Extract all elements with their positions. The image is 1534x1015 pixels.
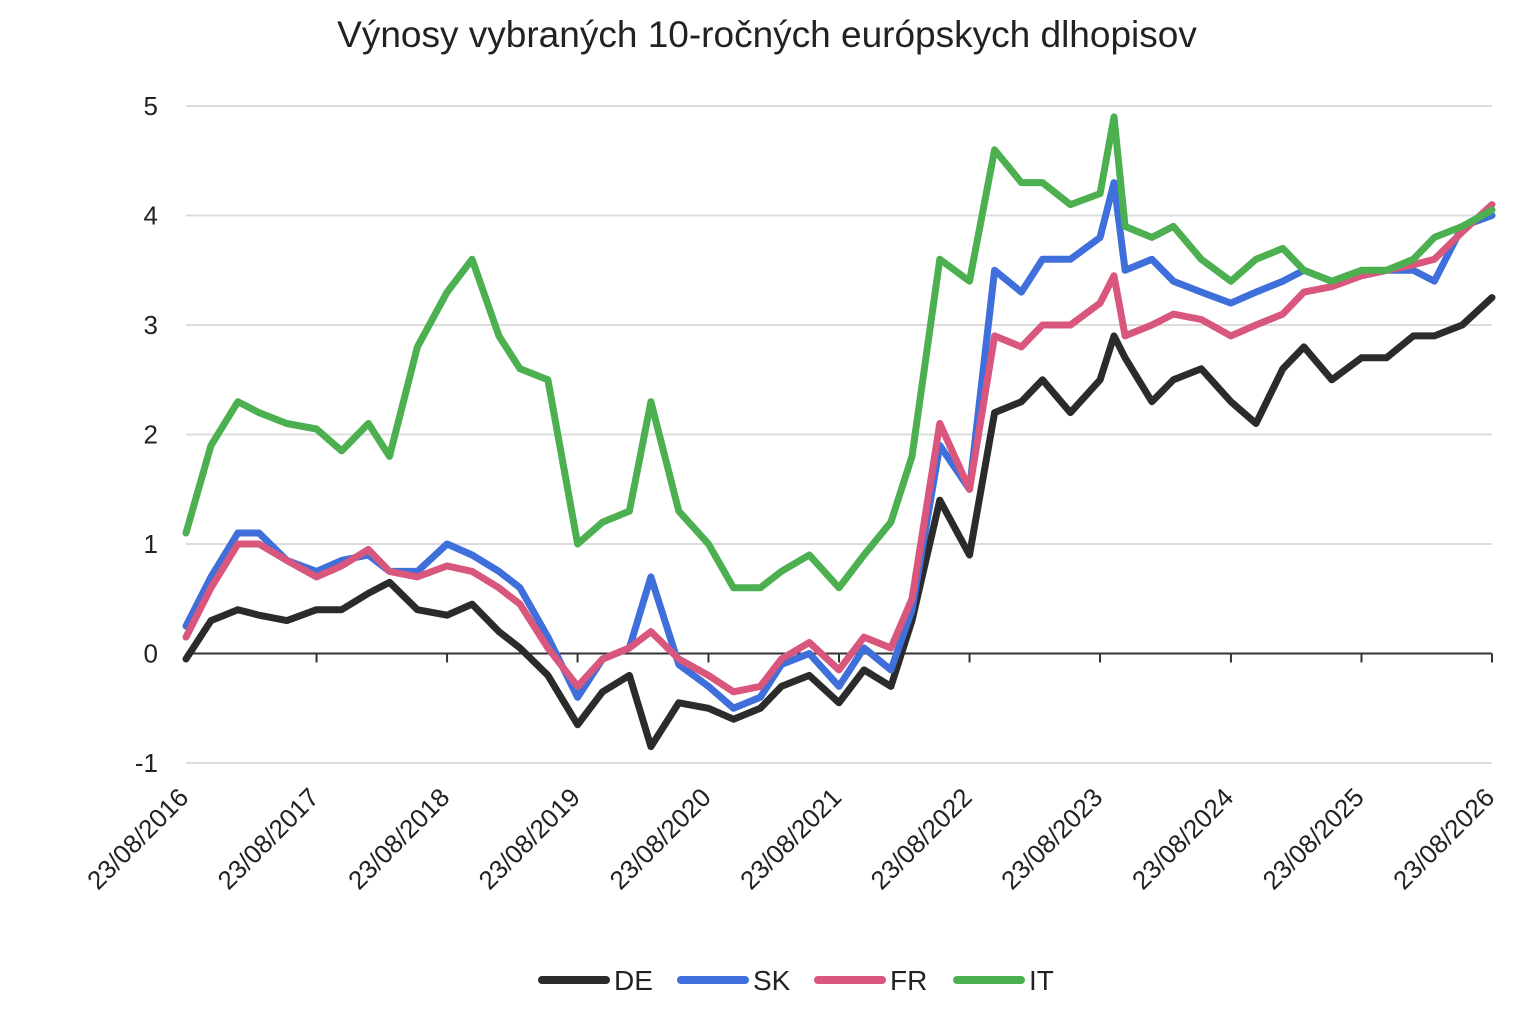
x-tick-label: 23/08/2018 [342,782,455,895]
series-line-fr [182,201,1496,696]
x-tick-label: 23/08/2016 [81,782,194,895]
y-tick-label: 0 [144,639,158,669]
series-line-de [182,294,1496,751]
legend: DE SK FR IT [538,965,1054,996]
y-tick-label: 4 [144,201,158,231]
x-tick-label: 23/08/2021 [734,782,847,895]
x-axis [185,652,1493,663]
y-tick-labels: -1 0 1 2 3 4 5 [135,91,158,778]
legend-label-it: IT [1029,965,1054,996]
series-lines [182,113,1496,751]
x-tick-labels: 23/08/2016 23/08/2017 23/08/2018 23/08/2019… [81,782,1500,895]
y-tick-label: -1 [135,748,158,778]
x-tick-label: 23/08/2019 [473,782,586,895]
chart-title: Výnosy vybraných 10-ročných európskych d… [337,14,1197,55]
x-tick-label: 23/08/2023 [995,782,1108,895]
x-tick-label: 23/08/2025 [1256,782,1369,895]
y-tick-label: 5 [144,91,158,121]
y-tick-label: 1 [144,529,158,559]
legend-label-sk: SK [753,965,791,996]
grid-lines [186,105,1492,764]
legend-label-fr: FR [890,965,927,996]
x-tick-label: 23/08/2017 [212,782,325,895]
legend-label-de: DE [614,965,653,996]
x-tick-label: 23/08/2024 [1126,782,1239,895]
y-tick-label: 3 [144,310,158,340]
x-tick-label: 23/08/2022 [865,782,978,895]
x-tick-label: 23/08/2026 [1387,782,1500,895]
series-line-it [182,113,1496,592]
y-tick-label: 2 [144,420,158,450]
x-tick-label: 23/08/2020 [603,782,716,895]
